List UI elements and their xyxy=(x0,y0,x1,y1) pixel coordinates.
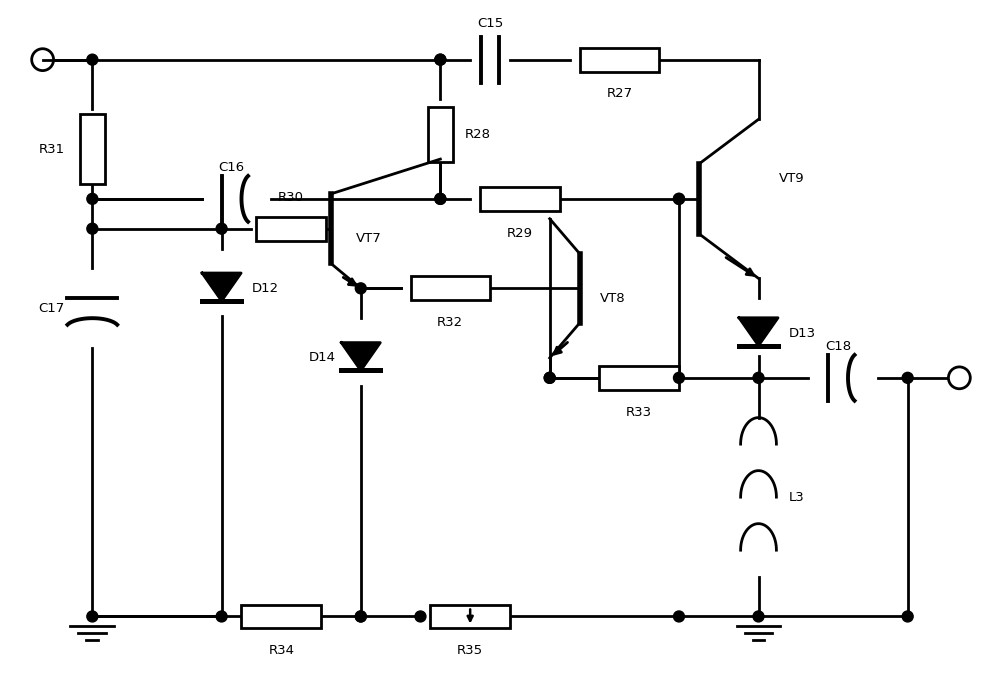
Circle shape xyxy=(753,372,764,383)
Polygon shape xyxy=(341,342,380,370)
Circle shape xyxy=(902,611,913,622)
Bar xyxy=(80,114,105,184)
Circle shape xyxy=(674,611,684,622)
Text: L3: L3 xyxy=(788,491,804,504)
Circle shape xyxy=(355,611,366,622)
Bar xyxy=(241,605,321,628)
Circle shape xyxy=(87,223,98,234)
Polygon shape xyxy=(202,273,241,301)
Text: VT7: VT7 xyxy=(356,232,382,245)
Bar xyxy=(580,48,659,72)
Bar xyxy=(428,107,453,161)
Text: R28: R28 xyxy=(465,128,491,141)
Text: VT9: VT9 xyxy=(778,173,804,185)
Text: R27: R27 xyxy=(606,88,632,100)
Circle shape xyxy=(87,611,98,622)
Text: C18: C18 xyxy=(825,340,851,353)
Circle shape xyxy=(435,54,446,65)
Circle shape xyxy=(674,193,684,205)
Circle shape xyxy=(216,611,227,622)
Circle shape xyxy=(435,193,446,205)
Text: C17: C17 xyxy=(38,302,65,315)
Text: R30: R30 xyxy=(278,191,304,204)
Text: C15: C15 xyxy=(477,17,503,30)
Circle shape xyxy=(87,54,98,65)
Text: R34: R34 xyxy=(268,644,294,657)
Text: R29: R29 xyxy=(507,227,533,239)
Bar xyxy=(256,216,326,241)
Text: VT8: VT8 xyxy=(599,292,625,305)
Polygon shape xyxy=(739,318,778,346)
Text: D14: D14 xyxy=(309,351,336,365)
Text: R31: R31 xyxy=(38,143,65,156)
Circle shape xyxy=(435,54,446,65)
Circle shape xyxy=(674,372,684,383)
Circle shape xyxy=(674,193,684,205)
Text: R32: R32 xyxy=(437,316,463,329)
Circle shape xyxy=(544,372,555,383)
Circle shape xyxy=(753,611,764,622)
Text: D12: D12 xyxy=(251,282,279,295)
Bar xyxy=(480,187,560,211)
Circle shape xyxy=(355,611,366,622)
Circle shape xyxy=(902,372,913,383)
Circle shape xyxy=(435,193,446,205)
Bar xyxy=(599,366,679,390)
Bar xyxy=(411,276,490,300)
Bar xyxy=(430,605,510,628)
Text: D13: D13 xyxy=(788,326,815,340)
Circle shape xyxy=(355,283,366,294)
Text: R35: R35 xyxy=(457,644,483,657)
Circle shape xyxy=(216,223,227,234)
Circle shape xyxy=(87,193,98,205)
Text: R33: R33 xyxy=(626,406,652,419)
Circle shape xyxy=(544,372,555,383)
Circle shape xyxy=(415,611,426,622)
Text: C16: C16 xyxy=(218,161,245,174)
